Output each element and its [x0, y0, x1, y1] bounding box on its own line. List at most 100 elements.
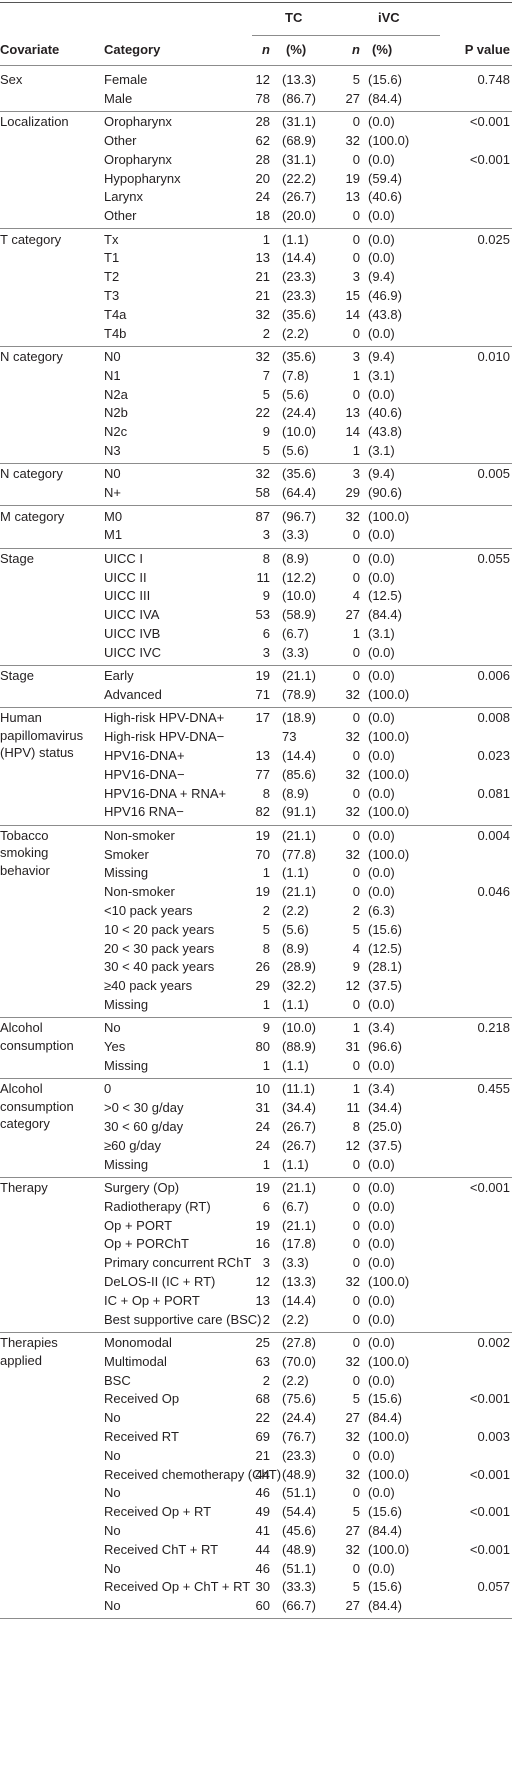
table-row: N0 32 (35.6) 3 (9.4) 0.005: [0, 464, 512, 483]
ivc-pct-cell: (25.0): [368, 1119, 402, 1134]
ivc-n-cell: 0: [352, 1236, 360, 1252]
category-cell: DeLOS-II (IC + RT): [104, 1274, 216, 1289]
ivc-pct-cell: (0.0): [368, 1217, 395, 1233]
table-row: Surgery (Op) 19 (21.1) 0 (0.0) <0.001: [0, 1178, 512, 1197]
tc-n-cell: 11: [256, 569, 271, 585]
tc-n-cell: 9: [262, 1020, 270, 1036]
category-cell: Best supportive care (BSC): [104, 1311, 262, 1327]
tc-pct-cell: (76.7): [282, 1429, 316, 1444]
tc-n-cell: 9: [262, 588, 270, 604]
tc-n-cell: 2: [262, 1311, 270, 1327]
tc-n-cell: 49: [255, 1504, 270, 1520]
tc-pct-cell: (35.6): [282, 349, 316, 364]
ivc-pct-cell: (12.5): [368, 588, 402, 604]
pvalue-cell: 0.218: [477, 1020, 510, 1036]
ivc-pct-cell: (84.4): [368, 607, 402, 623]
tc-group-underline: [252, 35, 358, 36]
category-cell: N2a: [104, 386, 128, 402]
tc-n-cell: 70: [255, 846, 270, 862]
category-cell: Missing: [104, 997, 149, 1012]
pvalue-cell: <0.001: [469, 1180, 510, 1195]
category-cell: No: [104, 1523, 121, 1538]
ivc-pct-cell: (0.0): [368, 884, 395, 900]
ivc-n-cell: 0: [352, 865, 360, 881]
tc-pct-cell: 73: [282, 729, 297, 745]
tc-n-cell: 28: [255, 114, 270, 130]
ivc-n-cell: 27: [345, 607, 360, 623]
table-row: HPV16-DNA− 77 (85.6) 32 (100.0): [0, 765, 512, 784]
ivc-pct-cell: (0.0): [368, 1255, 395, 1271]
header-group-tc: TC: [285, 10, 303, 25]
ivc-pct-cell: (37.5): [368, 978, 402, 994]
tc-n-cell: 8: [262, 550, 270, 566]
tc-n-cell: 21: [255, 288, 270, 303]
tc-pct-cell: (1.1): [282, 865, 309, 881]
ivc-pct-cell: (9.4): [368, 269, 395, 285]
covariate-label: Alcohol consumption: [0, 1020, 74, 1053]
covariate-label: M category: [0, 508, 65, 524]
ivc-pct-cell: (15.6): [368, 72, 402, 87]
tc-n-cell: 10: [255, 1081, 270, 1097]
ivc-n-cell: 9: [352, 959, 360, 975]
category-cell: <10 pack years: [104, 903, 193, 918]
ivc-n-cell: 0: [352, 1180, 360, 1195]
tc-pct-cell: (31.1): [282, 151, 316, 167]
table-row: 10 < 20 pack years 5 (5.6) 5 (15.6): [0, 920, 512, 939]
tc-pct-cell: (91.1): [282, 804, 316, 820]
category-cell: 0: [104, 1081, 112, 1097]
table-row: M0 87 (96.7) 32 (100.0): [0, 507, 512, 526]
ivc-n-cell: 0: [352, 1292, 360, 1308]
category-cell: High-risk HPV-DNA−: [104, 729, 225, 745]
pvalue-cell: 0.005: [477, 466, 510, 482]
tc-n-cell: 3: [262, 644, 270, 660]
tc-n-cell: 5: [262, 921, 270, 937]
ivc-n-cell: 0: [352, 208, 360, 224]
covariate-label: Human papillomavirus (HPV) status: [0, 710, 84, 761]
category-cell: Other: [104, 208, 137, 224]
category-cell: N0: [104, 466, 121, 482]
category-cell: T4a: [104, 306, 127, 322]
table-row: UICC III 9 (10.0) 4 (12.5): [0, 586, 512, 605]
table-row: Female 12 (13.3) 5 (15.6) 0.748: [0, 70, 512, 89]
tc-n-cell: 7: [262, 367, 270, 383]
tc-pct-cell: (1.1): [282, 997, 309, 1012]
tc-n-cell: 41: [255, 1523, 270, 1538]
tc-pct-cell: (45.6): [282, 1523, 316, 1538]
table-row: Op + PORChT 16 (17.8) 0 (0.0): [0, 1234, 512, 1253]
tc-pct-cell: (14.4): [282, 1292, 316, 1308]
tc-pct-cell: (51.1): [282, 1560, 316, 1576]
category-cell: BSC: [104, 1372, 131, 1388]
ivc-pct-cell: (15.6): [368, 921, 402, 937]
table-row: Missing 1 (1.1) 0 (0.0): [0, 995, 512, 1014]
ivc-n-cell: 3: [352, 466, 360, 482]
table-row: N0 32 (35.6) 3 (9.4) 0.010: [0, 347, 512, 366]
ivc-n-cell: 5: [352, 1504, 360, 1520]
ivc-pct-cell: (46.9): [368, 288, 402, 303]
category-cell: N3: [104, 443, 121, 458]
pvalue-cell: 0.010: [477, 349, 510, 364]
table-row: Received Op 68 (75.6) 5 (15.6) <0.001: [0, 1389, 512, 1408]
table-row: High-risk HPV-DNA+ 17 (18.9) 0 (0.0) 0.008: [0, 708, 512, 727]
tc-n-cell: 44: [255, 1541, 270, 1557]
covariate-label: Localization: [0, 114, 69, 130]
tc-pct-cell: (21.1): [282, 827, 316, 843]
tc-pct-cell: (27.8): [282, 1335, 316, 1350]
tc-n-cell: 16: [255, 1236, 270, 1252]
table-row: No 22 (24.4) 27 (84.4): [0, 1408, 512, 1427]
tc-pct-cell: (7.8): [282, 367, 309, 383]
table-row: Received Op + RT 49 (54.4) 5 (15.6) <0.001: [0, 1502, 512, 1521]
pvalue-cell: 0.006: [477, 668, 510, 684]
tc-pct-cell: (10.0): [282, 424, 316, 440]
tc-pct-cell: (2.2): [282, 325, 309, 341]
section-divider: [0, 228, 512, 230]
category-cell: HPV16-DNA−: [104, 766, 185, 782]
table-row: Male 78 (86.7) 27 (84.4): [0, 89, 512, 108]
section-divider: [0, 1078, 512, 1080]
tc-pct-cell: (85.6): [282, 766, 316, 782]
ivc-n-cell: 0: [352, 114, 360, 130]
tc-pct-cell: (33.3): [282, 1579, 316, 1595]
ivc-pct-cell: (0.0): [368, 386, 395, 402]
table-row: HPV16 RNA− 82 (91.1) 32 (100.0): [0, 802, 512, 821]
table-row: Received RT 69 (76.7) 32 (100.0) 0.003: [0, 1427, 512, 1446]
tc-n-cell: 17: [255, 710, 270, 726]
